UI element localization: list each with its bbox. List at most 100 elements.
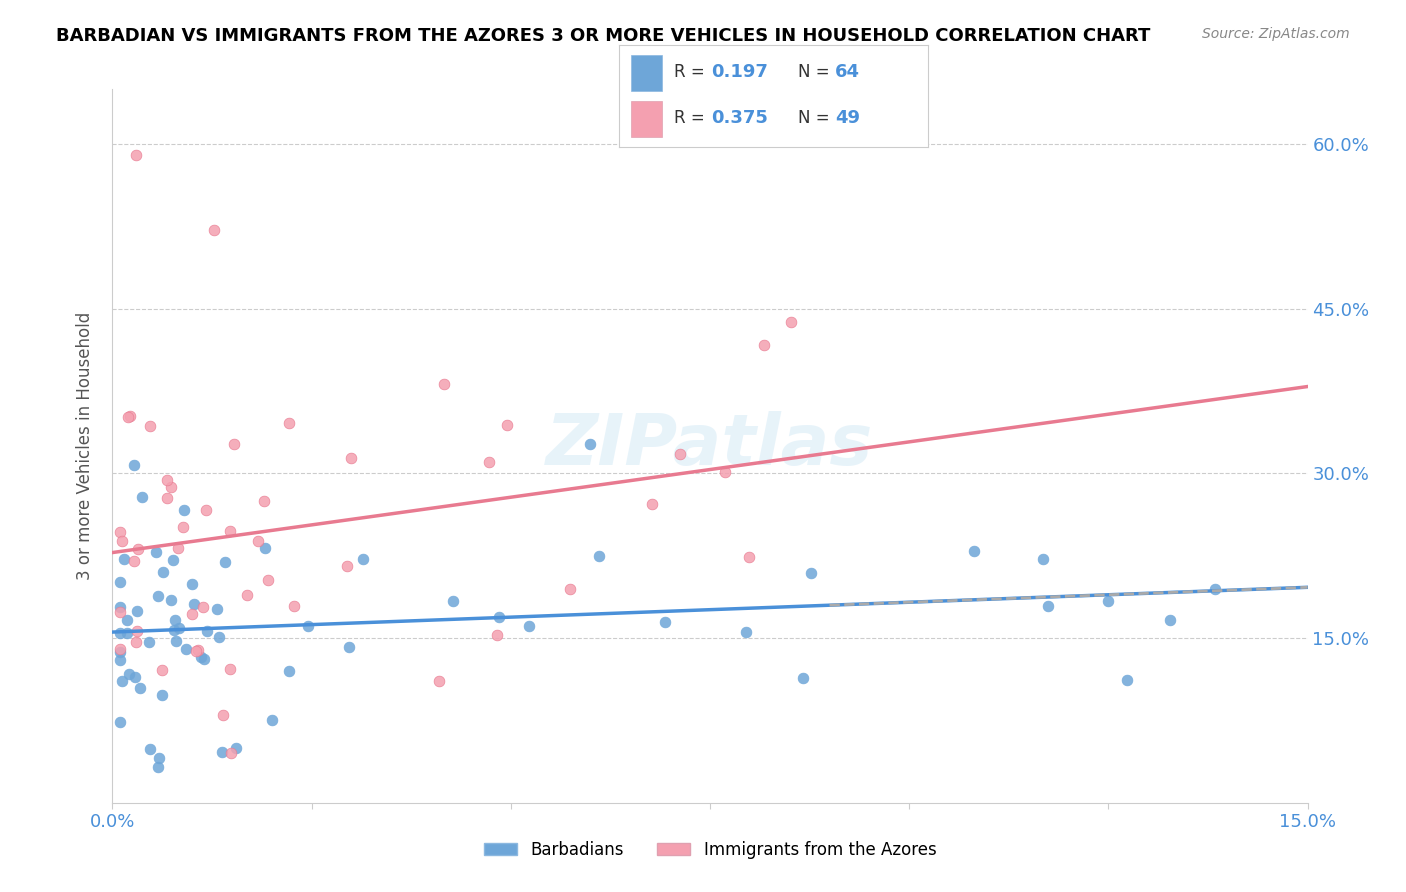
Point [588,549,610,563]
Point [148,760,170,774]
Point [117,410,139,425]
Point [297,619,319,633]
Text: Source: ZipAtlas.com: Source: ZipAtlas.com [1202,27,1350,41]
Point [118,409,141,424]
Point [283,599,305,614]
Point [155,491,177,505]
Legend: Barbadians, Immigrants from the Azores: Barbadians, Immigrants from the Azores [477,835,943,866]
Text: 0.197: 0.197 [711,63,768,81]
Point [145,545,167,559]
Point [579,437,602,451]
Point [256,573,278,587]
Point [110,645,132,659]
Point [427,673,450,688]
FancyBboxPatch shape [631,101,662,137]
Point [160,592,183,607]
Point [654,615,676,629]
Point [139,418,162,433]
Point [211,745,233,759]
Point [212,708,235,723]
Point [110,605,132,619]
Point [173,503,195,517]
Point [1036,599,1059,614]
Point [800,566,823,580]
Point [752,338,775,352]
Point [253,494,276,508]
Point [738,549,761,564]
Point [1204,582,1226,596]
Point [111,533,134,548]
Point [115,626,138,640]
Point [641,498,664,512]
Point [110,642,132,657]
Point [247,534,270,549]
Point [714,465,737,479]
Point [150,663,173,677]
Point [174,641,197,656]
Point [183,597,205,611]
Point [260,713,283,727]
Point [219,524,242,538]
Point [172,520,194,534]
Point [195,624,218,639]
Point [195,502,218,516]
Point [205,602,228,616]
Text: R =: R = [675,63,710,81]
Point [138,742,160,756]
Text: ZIPatlas: ZIPatlas [547,411,873,481]
Point [441,594,464,608]
Point [225,740,247,755]
Point [148,589,170,603]
Point [124,670,146,684]
Point [167,541,190,556]
Point [110,653,132,667]
Point [214,555,236,569]
Point [124,458,146,472]
FancyBboxPatch shape [631,55,662,91]
Point [138,634,160,648]
Point [496,417,519,432]
Point [253,541,276,555]
Point [111,673,134,688]
Point [165,613,187,627]
Point [236,588,259,602]
Point [224,436,246,450]
Point [122,554,145,568]
Point [488,610,510,624]
Point [129,681,152,696]
Point [186,644,208,658]
Point [558,582,581,597]
Point [118,667,141,681]
Point [169,622,191,636]
Point [159,480,181,494]
Point [125,148,148,162]
Text: N =: N = [799,63,835,81]
Point [336,558,359,573]
Point [780,315,803,329]
Point [125,635,148,649]
Point [218,661,240,675]
Point [127,624,149,638]
Point [190,650,212,665]
Point [166,633,188,648]
Point [340,451,363,466]
Point [221,746,243,760]
Point [148,750,170,764]
Point [110,714,132,729]
Point [478,455,501,469]
Point [181,607,204,621]
Point [337,640,360,654]
Point [1159,613,1181,627]
Point [734,624,756,639]
Point [1032,551,1054,566]
Point [193,652,215,666]
Point [963,543,986,558]
Point [485,628,508,642]
Y-axis label: 3 or more Vehicles in Household: 3 or more Vehicles in Household [76,312,94,580]
Point [115,614,138,628]
Point [110,574,132,589]
Text: R =: R = [675,110,710,128]
Point [792,671,814,685]
Point [517,618,540,632]
Point [125,604,148,618]
